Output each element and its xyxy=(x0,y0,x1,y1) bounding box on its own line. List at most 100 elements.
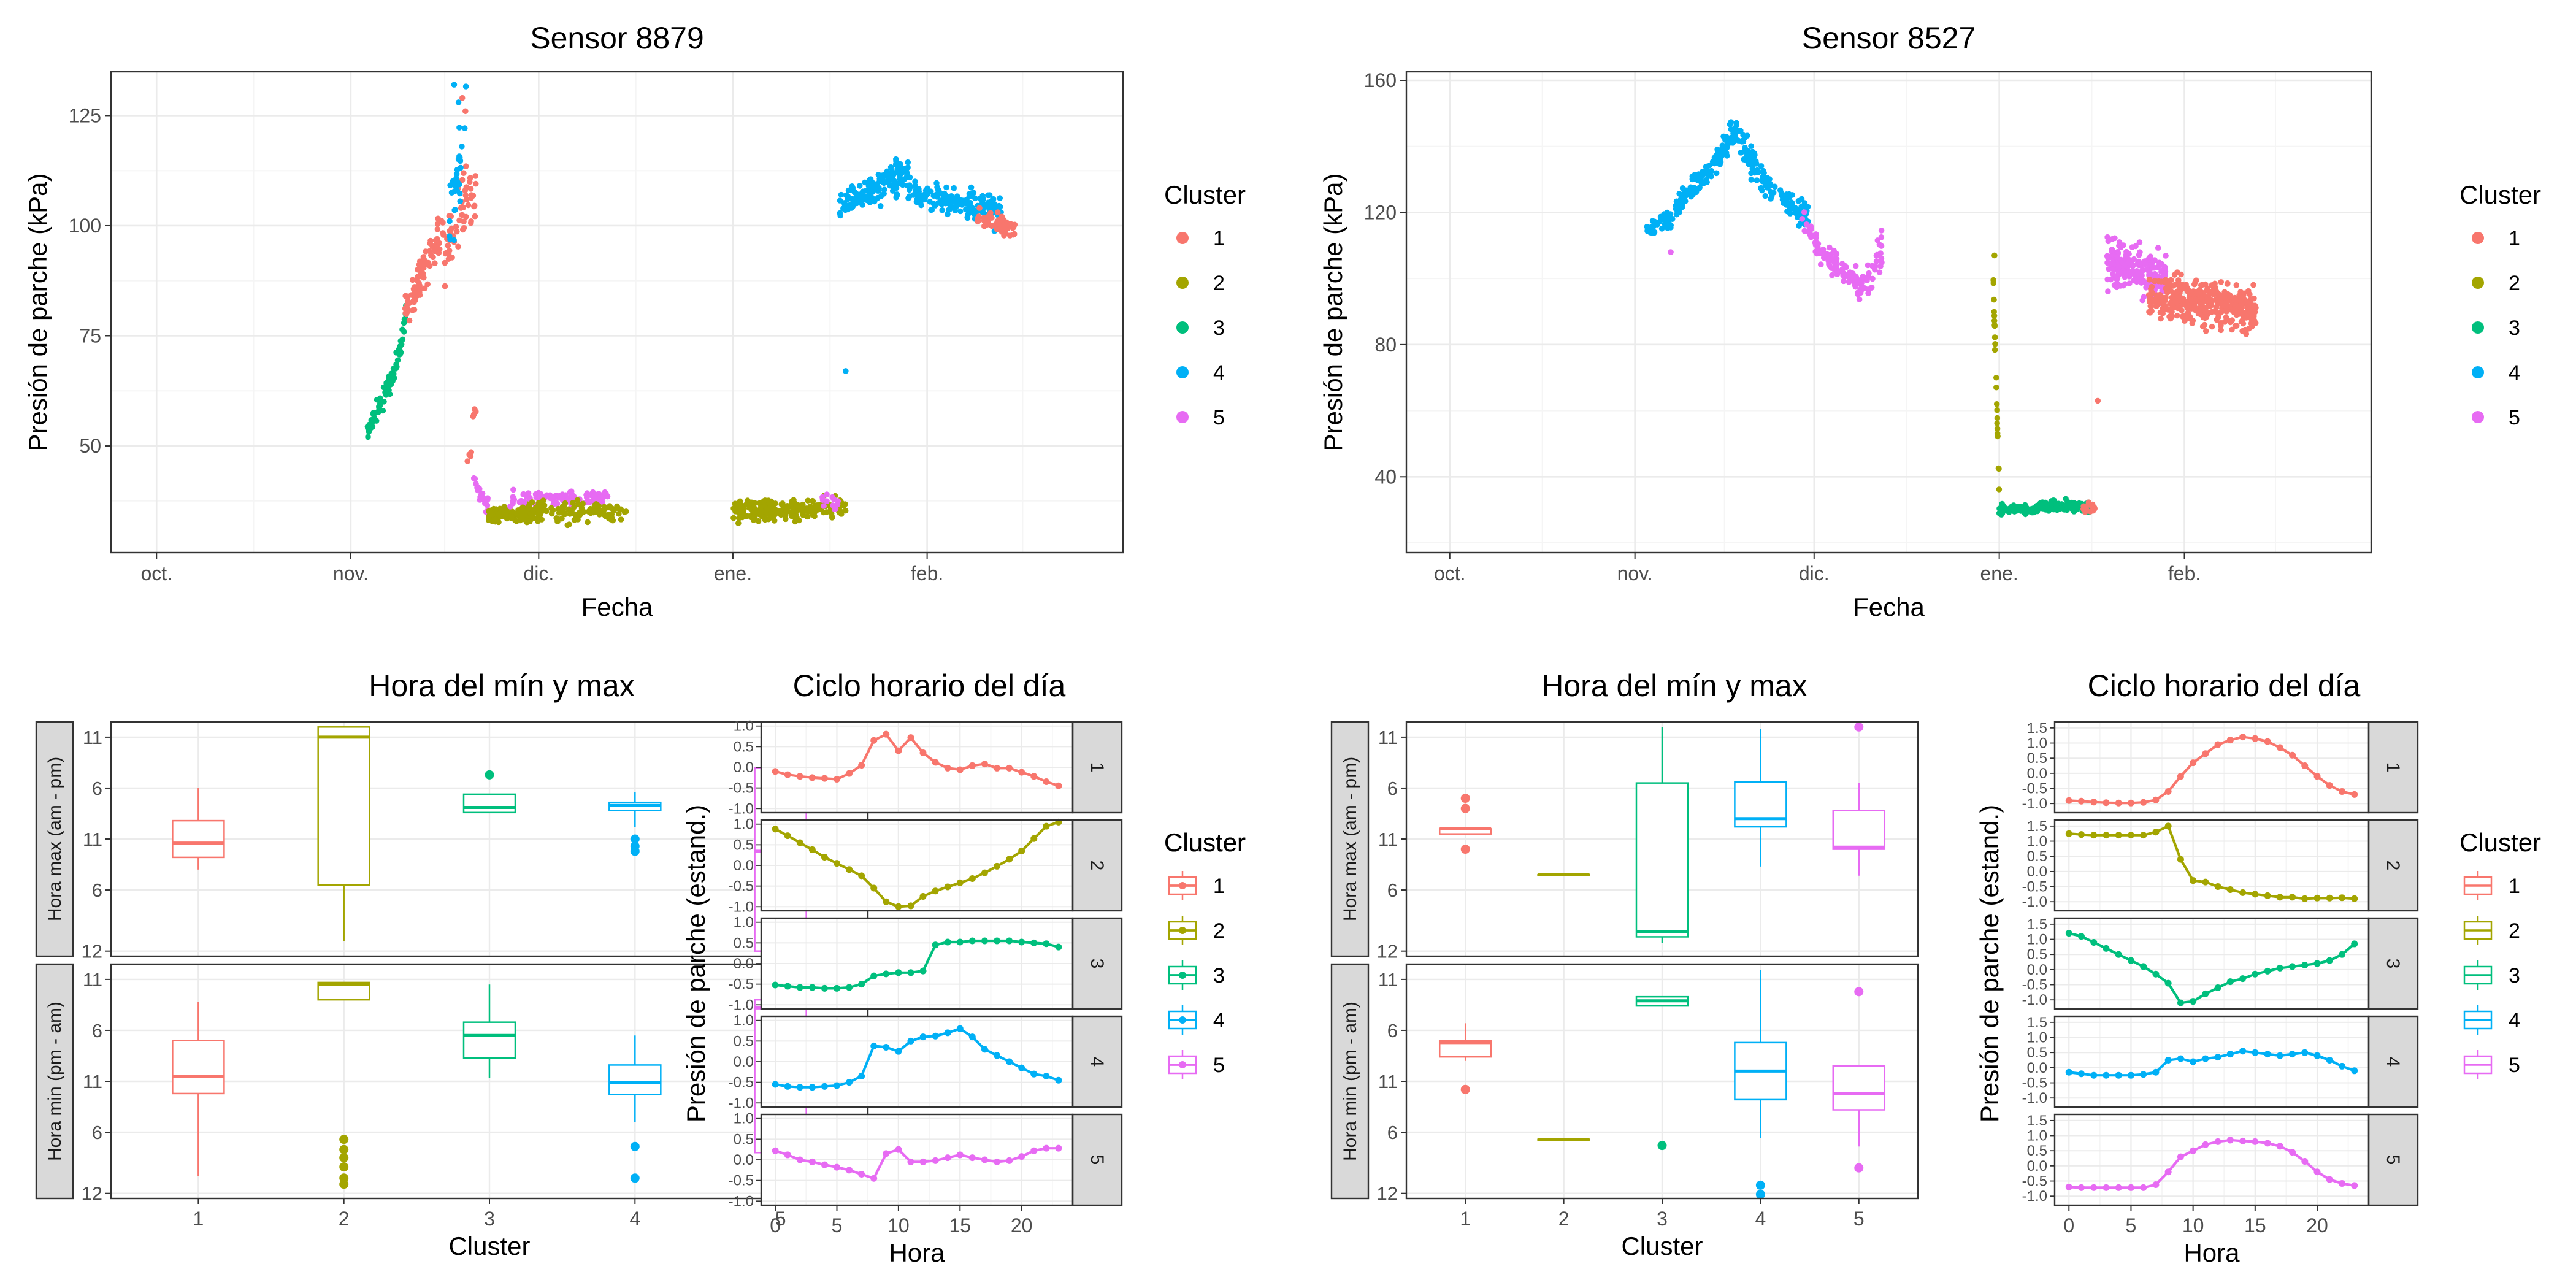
point-cluster-1 xyxy=(997,226,1003,232)
point-cluster-4 xyxy=(862,179,868,186)
point-cluster-4 xyxy=(887,164,894,171)
point-cluster-2 xyxy=(772,500,778,507)
point-cluster-4 xyxy=(922,191,928,197)
chart-title: Hora del mín y max xyxy=(1541,669,1807,703)
point-cluster-4 xyxy=(849,196,855,202)
series-point-1 xyxy=(2264,738,2271,745)
point-cluster-3 xyxy=(380,384,387,391)
facet-strip xyxy=(1330,721,1370,957)
point-cluster-4 xyxy=(939,207,945,213)
point-cluster-1 xyxy=(2236,293,2242,299)
point-cluster-1 xyxy=(435,215,441,222)
point-cluster-3 xyxy=(366,423,372,429)
point-cluster-4 xyxy=(837,197,843,204)
point-cluster-4 xyxy=(912,178,918,185)
x-tick-label: ene. xyxy=(714,562,752,585)
ts_8879: Sensor 8879 oct. nov. dic. ene. feb. 50 75 100 12… xyxy=(23,21,1123,621)
legend-cycle-8879: Cluster 1 2 3 4 5 xyxy=(1164,828,1246,1077)
facet-strip-label: Hora max (am - pm) xyxy=(1340,757,1360,921)
point-cluster-3 xyxy=(375,409,381,415)
y-tick-label: 50 xyxy=(79,435,101,457)
point-cluster-1 xyxy=(2199,323,2206,330)
y-tick-label: 1.0 xyxy=(2027,735,2047,752)
point-cluster-5 xyxy=(1827,244,1833,251)
point-cluster-5 xyxy=(2163,253,2169,259)
box-cluster-1 xyxy=(1438,794,1492,854)
series-point-4 xyxy=(919,1033,927,1041)
point-cluster-5 xyxy=(2147,253,2153,260)
point-cluster-2 xyxy=(508,513,515,519)
series-point-1 xyxy=(2177,773,2184,780)
point-cluster-4 xyxy=(907,193,913,199)
y-tick-label: -1.0 xyxy=(729,997,754,1013)
point-cluster-5 xyxy=(1851,272,1858,279)
y-tick-label: -0.5 xyxy=(2022,977,2047,994)
point-cluster-4 xyxy=(451,237,457,243)
y-tick-label: 40 xyxy=(1374,466,1397,488)
series-point-1 xyxy=(2214,741,2221,748)
point-cluster-1 xyxy=(445,242,451,249)
point-cluster-2 xyxy=(493,516,499,523)
point-cluster-4 xyxy=(843,192,849,199)
point-cluster-5 xyxy=(2104,234,2110,240)
x-tick-label: 3 xyxy=(1657,1208,1668,1230)
legend-key-1: 1 xyxy=(1176,227,1225,250)
facet-panel-border xyxy=(1405,721,1919,957)
point-cluster-1 xyxy=(2146,277,2153,283)
point-cluster-2 xyxy=(805,497,811,504)
point-cluster-2 xyxy=(565,506,572,513)
facet-3: -1.0-0.50.00.51.01.5 3 xyxy=(2022,916,2419,1010)
y-tick-label: 12 xyxy=(1377,941,1398,962)
series-point-5 xyxy=(2202,1141,2209,1148)
point-cluster-1 xyxy=(2172,282,2179,288)
series-point-2 xyxy=(956,879,964,886)
series-point-3 xyxy=(907,969,914,976)
y-tick-label: -1.0 xyxy=(2022,795,2047,812)
point-cluster-4 xyxy=(1767,181,1774,188)
y-tick-label: 75 xyxy=(79,324,101,347)
series-point-1 xyxy=(772,768,779,775)
y-tick-label: -0.5 xyxy=(2022,781,2047,797)
point-cluster-2 xyxy=(813,502,819,509)
point-cluster-5 xyxy=(1852,263,1859,269)
y-tick-label: -0.5 xyxy=(729,878,754,895)
y-tick-label: 0.0 xyxy=(734,857,754,874)
legend-point-1 xyxy=(2472,232,2484,244)
point-cluster-5 xyxy=(824,491,830,497)
point-cluster-4 xyxy=(843,368,849,374)
point-cluster-5 xyxy=(1842,274,1849,280)
legend-key-3: 3 xyxy=(1176,316,1225,340)
series-point-3 xyxy=(2338,951,2345,958)
point-cluster-1 xyxy=(442,259,448,266)
series-point-5 xyxy=(2351,1182,2358,1189)
box-cluster-1 xyxy=(172,788,225,870)
point-cluster-4 xyxy=(895,170,902,177)
series-point-4 xyxy=(846,1079,853,1086)
series-point-2 xyxy=(1030,835,1038,842)
series-point-1 xyxy=(2252,735,2259,742)
point-cluster-3 xyxy=(399,336,406,343)
legend-label-4: 4 xyxy=(2509,361,2520,385)
y-tick-label: 0.5 xyxy=(734,1033,754,1049)
series-point-2 xyxy=(2351,895,2358,902)
point-cluster-4 xyxy=(943,184,949,191)
point-cluster-4 xyxy=(1714,147,1720,153)
point-cluster-5 xyxy=(2142,261,2149,267)
series-point-1 xyxy=(2326,782,2333,789)
series-point-5 xyxy=(1018,1153,1025,1160)
facet-strip xyxy=(2367,819,2419,912)
point-cluster-1 xyxy=(463,184,470,190)
legend-point-2 xyxy=(1176,277,1189,289)
point-cluster-4 xyxy=(1704,179,1710,185)
series-point-4 xyxy=(2214,1054,2221,1061)
legend-label-3: 3 xyxy=(1213,964,1225,987)
point-cluster-5 xyxy=(1807,223,1814,229)
outlier-point xyxy=(1657,1141,1667,1151)
point-cluster-4 xyxy=(877,203,884,209)
y-tick-label: 12 xyxy=(1377,1183,1398,1205)
point-cluster-1 xyxy=(975,215,981,222)
point-cluster-2 xyxy=(737,514,743,520)
legend-key-2: 2 xyxy=(1176,272,1225,295)
series-point-1 xyxy=(2103,799,2110,807)
point-cluster-3 xyxy=(389,378,396,384)
